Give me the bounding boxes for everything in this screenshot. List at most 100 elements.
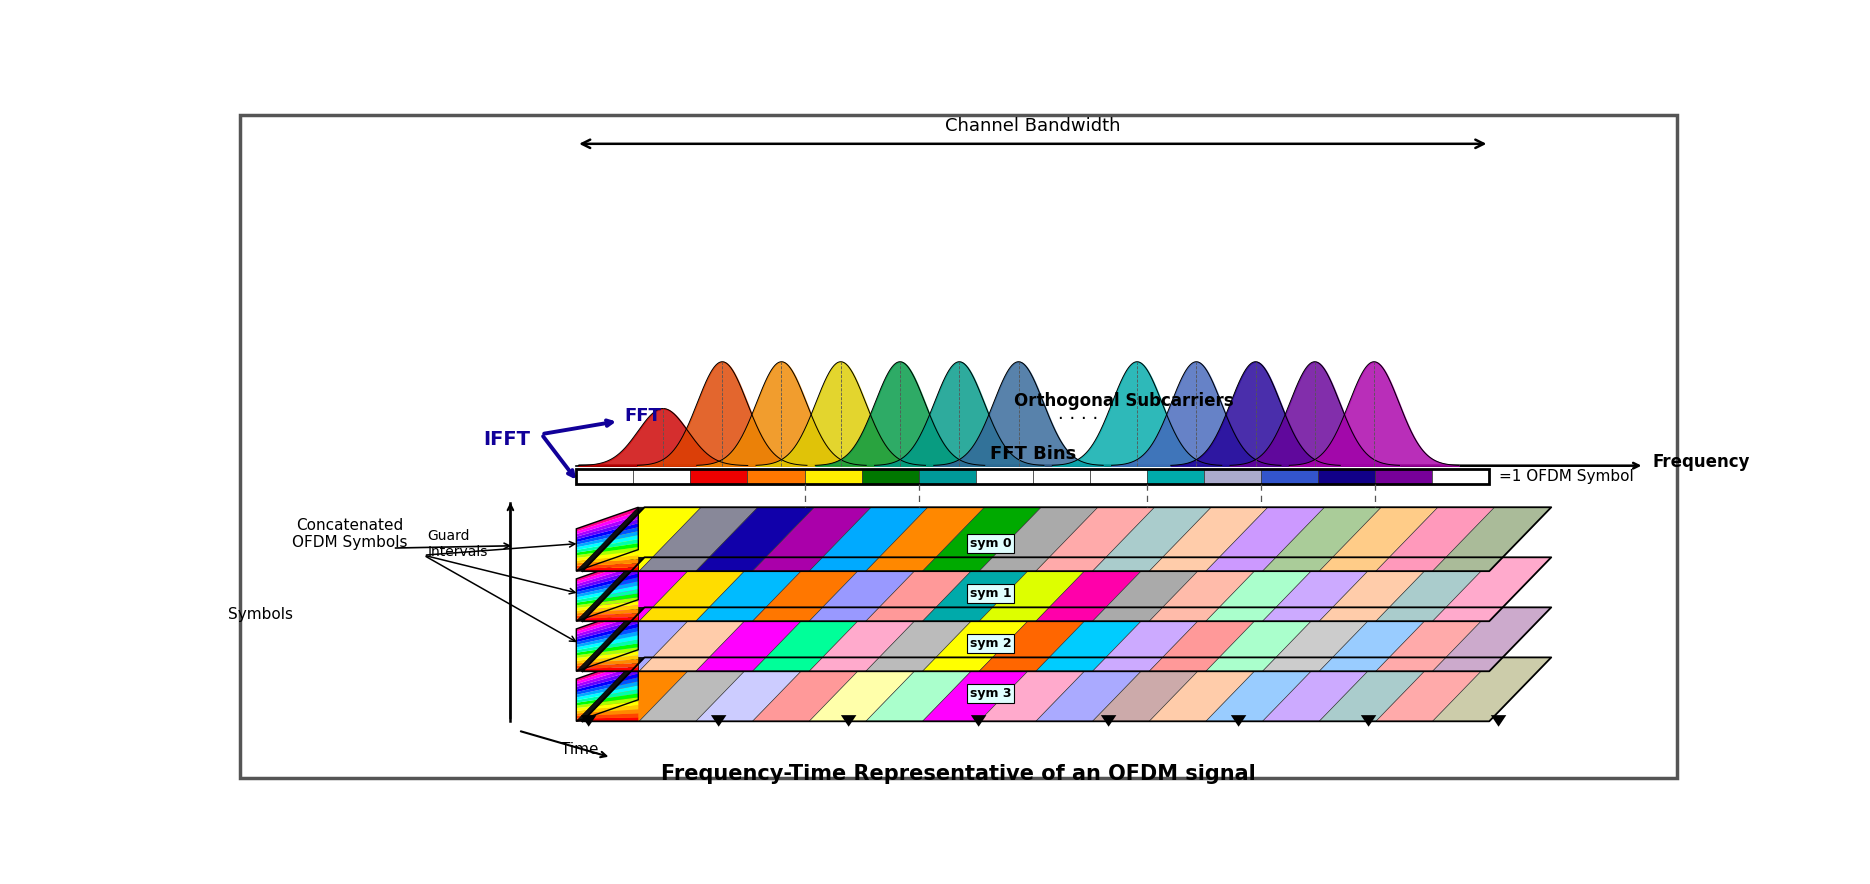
Bar <box>1032 469 1090 484</box>
Polygon shape <box>1262 507 1382 571</box>
Text: Symbols: Symbols <box>228 606 294 621</box>
Polygon shape <box>576 539 638 552</box>
Polygon shape <box>576 590 638 603</box>
Polygon shape <box>576 552 638 560</box>
Polygon shape <box>640 607 757 671</box>
Polygon shape <box>576 609 638 616</box>
Polygon shape <box>576 598 638 608</box>
Polygon shape <box>576 561 638 584</box>
Polygon shape <box>576 631 638 647</box>
Polygon shape <box>576 652 638 660</box>
Polygon shape <box>576 582 638 598</box>
Polygon shape <box>576 543 638 555</box>
Polygon shape <box>576 639 638 652</box>
Polygon shape <box>576 690 638 703</box>
Polygon shape <box>576 661 638 684</box>
Polygon shape <box>971 715 985 727</box>
Polygon shape <box>576 647 638 658</box>
Bar <box>1204 469 1260 484</box>
Polygon shape <box>576 705 638 713</box>
Polygon shape <box>922 557 1042 621</box>
Bar <box>748 469 804 484</box>
Polygon shape <box>576 674 638 692</box>
Polygon shape <box>1376 607 1494 671</box>
Polygon shape <box>576 577 638 595</box>
Polygon shape <box>752 557 871 621</box>
Polygon shape <box>1036 658 1154 721</box>
Polygon shape <box>922 658 1042 721</box>
Polygon shape <box>1092 658 1212 721</box>
Polygon shape <box>752 507 871 571</box>
Polygon shape <box>576 709 638 716</box>
Text: sym 2: sym 2 <box>971 637 1012 650</box>
Text: IFFT: IFFT <box>482 430 529 449</box>
Bar <box>634 469 690 484</box>
Polygon shape <box>576 617 638 621</box>
Polygon shape <box>576 557 645 621</box>
Polygon shape <box>810 557 928 621</box>
Bar <box>1318 469 1374 484</box>
Polygon shape <box>1318 507 1438 571</box>
Text: sym 0: sym 0 <box>971 537 1012 550</box>
Bar <box>862 469 918 484</box>
Bar <box>1146 469 1204 484</box>
Polygon shape <box>1432 607 1552 671</box>
Bar <box>1374 469 1432 484</box>
Polygon shape <box>866 607 984 671</box>
Polygon shape <box>576 659 638 666</box>
Polygon shape <box>1318 658 1438 721</box>
Polygon shape <box>576 519 638 539</box>
Polygon shape <box>752 658 871 721</box>
Polygon shape <box>576 666 638 687</box>
Polygon shape <box>576 607 638 631</box>
Polygon shape <box>576 593 638 606</box>
Polygon shape <box>576 565 638 587</box>
Polygon shape <box>1432 557 1552 621</box>
Polygon shape <box>922 607 1042 671</box>
Polygon shape <box>576 628 638 644</box>
Polygon shape <box>576 607 645 671</box>
Polygon shape <box>576 507 645 571</box>
Polygon shape <box>980 507 1098 571</box>
Polygon shape <box>576 693 638 705</box>
Polygon shape <box>752 607 871 671</box>
Polygon shape <box>980 607 1098 671</box>
Polygon shape <box>576 531 638 547</box>
Polygon shape <box>1150 658 1268 721</box>
Text: FFT Bins: FFT Bins <box>989 445 1075 462</box>
Text: sym 1: sym 1 <box>971 587 1012 600</box>
Bar <box>1432 469 1489 484</box>
Polygon shape <box>576 682 638 697</box>
Polygon shape <box>576 523 638 542</box>
Polygon shape <box>576 685 638 700</box>
Polygon shape <box>1206 557 1324 621</box>
Polygon shape <box>576 655 638 663</box>
Polygon shape <box>576 568 638 571</box>
Polygon shape <box>582 557 701 621</box>
Polygon shape <box>576 612 638 634</box>
Polygon shape <box>1101 715 1116 727</box>
Polygon shape <box>711 715 726 727</box>
Polygon shape <box>640 658 757 721</box>
Polygon shape <box>1318 557 1438 621</box>
Polygon shape <box>696 607 815 671</box>
Polygon shape <box>1318 607 1438 671</box>
Polygon shape <box>576 713 638 719</box>
Polygon shape <box>1432 658 1552 721</box>
Polygon shape <box>576 535 638 550</box>
Polygon shape <box>576 623 638 642</box>
Polygon shape <box>576 636 638 650</box>
Polygon shape <box>1206 507 1324 571</box>
Polygon shape <box>1376 557 1494 621</box>
Polygon shape <box>866 658 984 721</box>
Text: Time: Time <box>561 742 598 757</box>
Bar <box>918 469 976 484</box>
Polygon shape <box>576 547 638 558</box>
Polygon shape <box>1036 507 1154 571</box>
Bar <box>976 469 1032 484</box>
Polygon shape <box>576 669 638 690</box>
Text: Channel Bandwidth: Channel Bandwidth <box>944 117 1120 134</box>
Polygon shape <box>640 507 757 571</box>
Polygon shape <box>576 569 638 590</box>
Polygon shape <box>576 701 638 711</box>
